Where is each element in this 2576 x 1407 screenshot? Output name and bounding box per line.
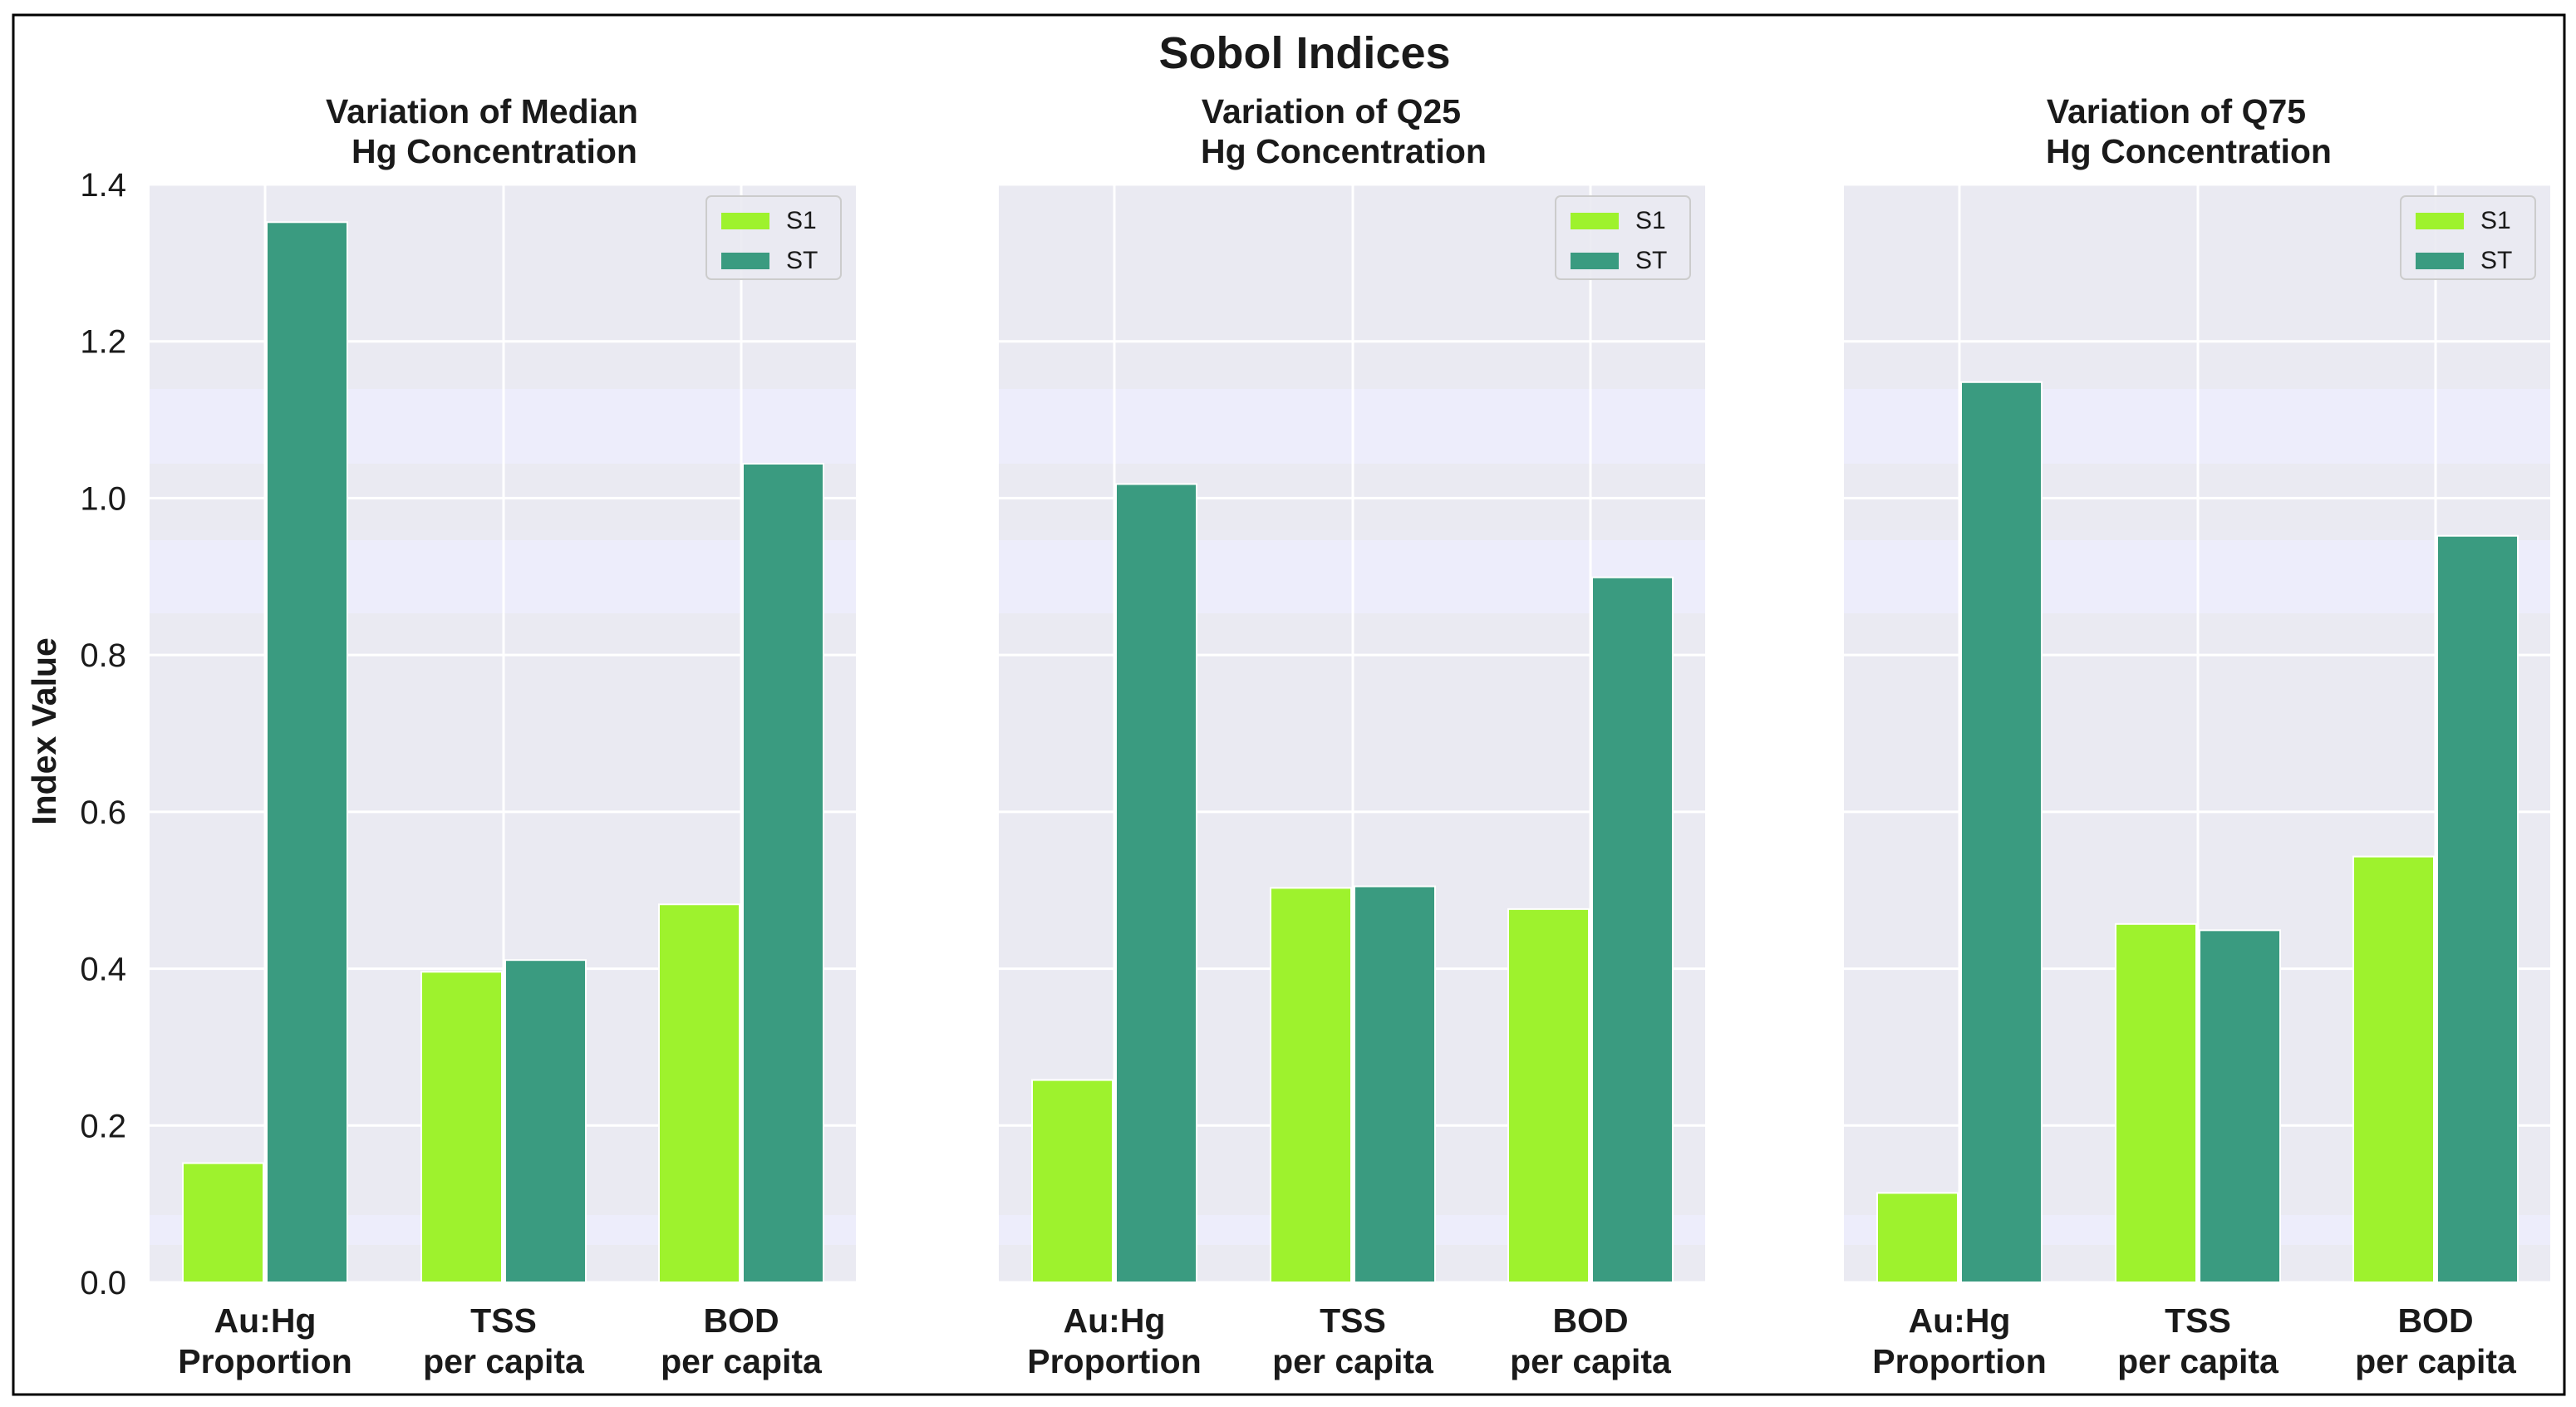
legend-swatch-s1: [2416, 213, 2464, 229]
y-tick-label: 1.0: [80, 480, 126, 517]
bar-st-1: [266, 221, 348, 1284]
y-tick-label: 0.2: [80, 1108, 126, 1144]
legend-label-s1: S1: [786, 207, 817, 234]
legend-label-s1: S1: [2480, 207, 2511, 234]
category-label-line2: Proportion: [178, 1342, 352, 1380]
bar-s1-1: [1876, 1192, 1959, 1284]
panel-title-line1: Variation of Q75: [2047, 92, 2306, 130]
panels: 0.0 0.2 0.4 0.6 0.8 1.0 1.2 1.4 Variation of Med…: [80, 92, 2550, 1380]
y-tick-label: 0.0: [80, 1265, 126, 1301]
category-label-line2: per capita: [2117, 1342, 2279, 1380]
panel-title-line2: Hg Concentration: [351, 132, 637, 170]
legend-label-s1: S1: [1635, 207, 1666, 234]
bar-s1-3: [1507, 908, 1590, 1283]
legend-swatch-st: [1571, 253, 1619, 269]
legend-swatch-s1: [1571, 213, 1619, 229]
category-label-line2: per capita: [423, 1342, 585, 1380]
category-label-line2: Proportion: [1872, 1342, 2047, 1380]
bar-st-2: [504, 959, 587, 1283]
legend-swatch-s1: [721, 213, 769, 229]
category-label-line2: per capita: [1510, 1342, 1672, 1380]
category-label-line1: BOD: [2397, 1301, 2473, 1340]
y-axis-label: Index Value: [25, 637, 63, 825]
bar-st-3: [742, 462, 824, 1283]
bar-s1-3: [2352, 855, 2435, 1284]
panel-1: 0.0 0.2 0.4 0.6 0.8 1.0 1.2 1.4 Variation of Med…: [80, 92, 856, 1380]
category-label-line2: Proportion: [1027, 1342, 1202, 1380]
legend-swatch-st: [2416, 253, 2464, 269]
legend: S1 ST: [2400, 195, 2536, 280]
category-label-line1: Au:Hg: [214, 1301, 317, 1340]
panel-title-line2: Hg Concentration: [2046, 132, 2332, 170]
legend-label-st: ST: [1635, 247, 1667, 274]
category-label-line1: TSS: [2165, 1301, 2231, 1340]
bar-s1-3: [658, 903, 740, 1284]
panel-title-line1: Variation of Median: [326, 92, 638, 130]
category-label-line1: BOD: [703, 1301, 779, 1340]
category-label-line1: BOD: [1552, 1301, 1628, 1340]
legend-label-st: ST: [2480, 247, 2512, 274]
y-tick-label: 0.8: [80, 637, 126, 674]
category-label-line1: Au:Hg: [1064, 1301, 1166, 1340]
bar-st-2: [2199, 929, 2281, 1283]
y-tick-label: 0.4: [80, 952, 126, 988]
bar-s1-2: [420, 971, 503, 1283]
panel-title-line1: Variation of Q25: [1202, 92, 1461, 130]
bar-st-2: [1354, 885, 1436, 1284]
category-label-line1: TSS: [1320, 1301, 1386, 1340]
legend-label-st: ST: [786, 247, 818, 274]
legend: S1 ST: [1555, 195, 1691, 280]
panel-title-line2: Hg Concentration: [1201, 132, 1487, 170]
bar-st-1: [1115, 483, 1197, 1283]
bar-s1-1: [1031, 1079, 1113, 1284]
category-label-line2: per capita: [2355, 1342, 2517, 1380]
category-label-line2: per capita: [661, 1342, 823, 1380]
y-tick-label: 1.4: [80, 167, 126, 204]
bar-st-3: [2436, 534, 2519, 1283]
bar-s1-1: [182, 1162, 264, 1283]
bar-s1-2: [1270, 887, 1352, 1283]
legend-swatch-st: [721, 253, 769, 269]
figure-title: Sobol Indices: [1158, 28, 1450, 78]
bar-st-1: [1960, 381, 2043, 1283]
category-label-line1: TSS: [470, 1301, 537, 1340]
legend: S1 ST: [705, 195, 842, 280]
y-tick-label: 1.2: [80, 324, 126, 361]
y-tick-label: 0.6: [80, 795, 126, 831]
category-label-line1: Au:Hg: [1909, 1301, 2011, 1340]
bar-s1-2: [2115, 922, 2197, 1283]
bar-st-3: [1591, 576, 1674, 1283]
category-label-line2: per capita: [1272, 1342, 1434, 1380]
